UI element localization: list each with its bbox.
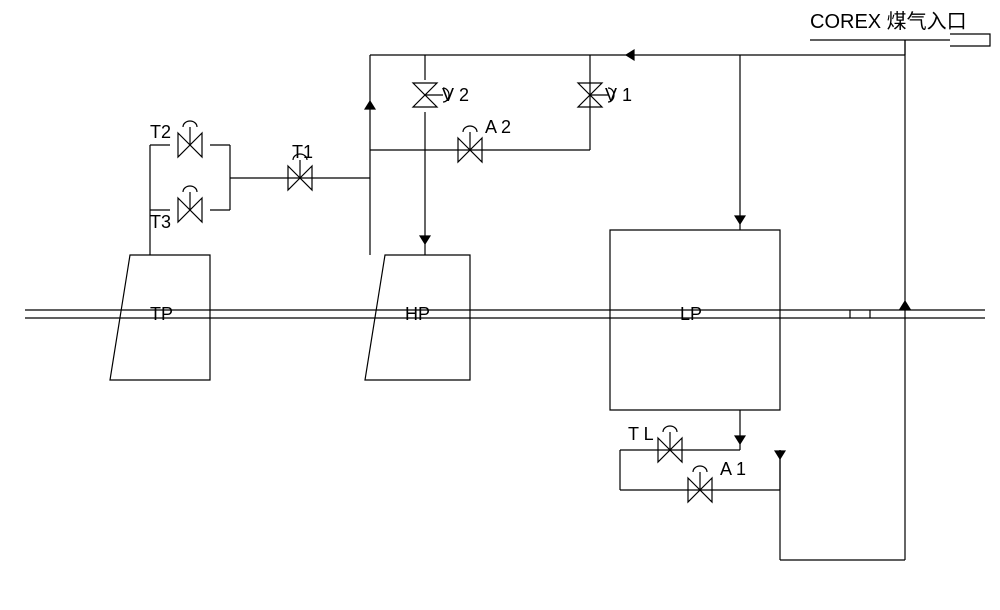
svg-text:LP: LP bbox=[680, 304, 702, 324]
svg-text:T2: T2 bbox=[150, 122, 171, 142]
svg-text:A 1: A 1 bbox=[720, 459, 746, 479]
svg-text:TP: TP bbox=[150, 304, 173, 324]
svg-text:COREX 煤气入口: COREX 煤气入口 bbox=[810, 10, 967, 33]
svg-text:T1: T1 bbox=[292, 142, 313, 162]
svg-text:V 2: V 2 bbox=[442, 85, 469, 105]
svg-text:T L: T L bbox=[628, 424, 654, 444]
svg-text:T3: T3 bbox=[150, 212, 171, 232]
svg-text:HP: HP bbox=[405, 304, 430, 324]
svg-text:V 1: V 1 bbox=[605, 85, 632, 105]
svg-text:A 2: A 2 bbox=[485, 117, 511, 137]
